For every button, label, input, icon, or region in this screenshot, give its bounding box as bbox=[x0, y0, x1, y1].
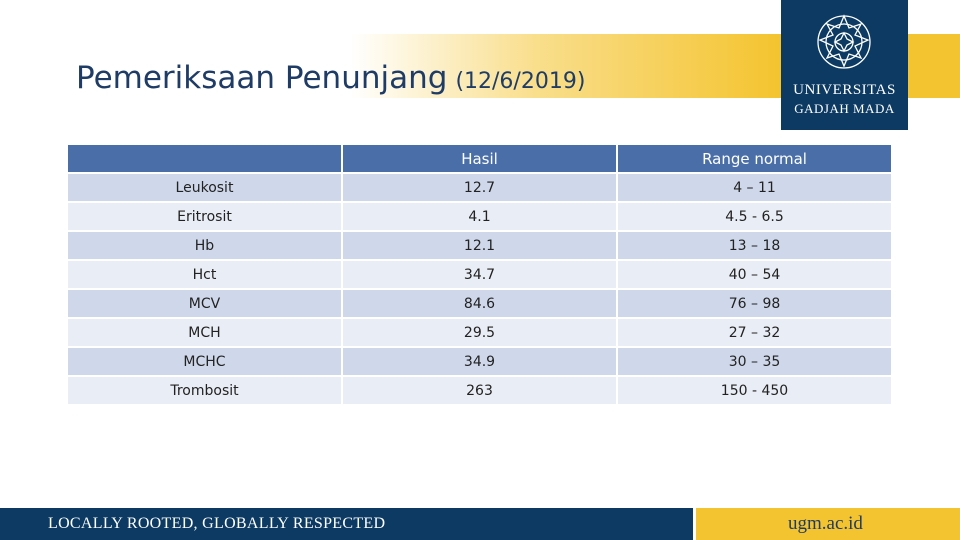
header-hasil: Hasil bbox=[343, 145, 616, 172]
cell-range: 30 – 35 bbox=[618, 348, 891, 375]
footer-website-link[interactable]: ugm.ac.id bbox=[788, 513, 863, 534]
title-text: Pemeriksaan Penunjang bbox=[76, 60, 448, 96]
table-row: Hb 12.1 13 – 18 bbox=[68, 232, 891, 259]
cell-hasil: 34.7 bbox=[343, 261, 616, 288]
logo-name: GADJAH MADA bbox=[794, 101, 895, 116]
footer-tagline-bar: LOCALLY ROOTED, GLOBALLY RESPECTED bbox=[0, 508, 693, 540]
footer-tagline: LOCALLY ROOTED, GLOBALLY RESPECTED bbox=[48, 515, 386, 532]
cell-hasil: 84.6 bbox=[343, 290, 616, 317]
ugm-logo: UNIVERSITAS GADJAH MADA bbox=[781, 0, 908, 130]
logo-university: UNIVERSITAS bbox=[793, 82, 896, 98]
cell-hasil: 12.1 bbox=[343, 232, 616, 259]
cell-parameter: Hb bbox=[68, 232, 341, 259]
cell-parameter: Eritrosit bbox=[68, 203, 341, 230]
cell-parameter: Leukosit bbox=[68, 174, 341, 201]
cell-range: 13 – 18 bbox=[618, 232, 891, 259]
cell-parameter: MCV bbox=[68, 290, 341, 317]
slide-title: Pemeriksaan Penunjang (12/6/2019) bbox=[76, 60, 585, 96]
table-row: Trombosit 263 150 - 450 bbox=[68, 377, 891, 404]
table-header-row: Hasil Range normal bbox=[68, 145, 891, 172]
cell-range: 76 – 98 bbox=[618, 290, 891, 317]
cell-hasil: 29.5 bbox=[343, 319, 616, 346]
table-row: Eritrosit 4.1 4.5 - 6.5 bbox=[68, 203, 891, 230]
cell-range: 4 – 11 bbox=[618, 174, 891, 201]
header-parameter bbox=[68, 145, 341, 172]
cell-parameter: Trombosit bbox=[68, 377, 341, 404]
footer-website-bar: ugm.ac.id bbox=[696, 508, 960, 540]
cell-hasil: 34.9 bbox=[343, 348, 616, 375]
ugm-emblem-icon bbox=[817, 14, 871, 69]
cell-parameter: MCHC bbox=[68, 348, 341, 375]
table-row: MCHC 34.9 30 – 35 bbox=[68, 348, 891, 375]
cell-range: 4.5 - 6.5 bbox=[618, 203, 891, 230]
cell-parameter: Hct bbox=[68, 261, 341, 288]
cell-range: 150 - 450 bbox=[618, 377, 891, 404]
table-row: Leukosit 12.7 4 – 11 bbox=[68, 174, 891, 201]
table-row: MCV 84.6 76 – 98 bbox=[68, 290, 891, 317]
cell-range: 40 – 54 bbox=[618, 261, 891, 288]
table-row: Hct 34.7 40 – 54 bbox=[68, 261, 891, 288]
table-row: MCH 29.5 27 – 32 bbox=[68, 319, 891, 346]
header-range: Range normal bbox=[618, 145, 891, 172]
cell-hasil: 263 bbox=[343, 377, 616, 404]
title-date: (12/6/2019) bbox=[455, 69, 586, 94]
cell-parameter: MCH bbox=[68, 319, 341, 346]
cell-range: 27 – 32 bbox=[618, 319, 891, 346]
lab-results-table: Hasil Range normal Leukosit 12.7 4 – 11 … bbox=[66, 143, 893, 406]
cell-hasil: 12.7 bbox=[343, 174, 616, 201]
cell-hasil: 4.1 bbox=[343, 203, 616, 230]
